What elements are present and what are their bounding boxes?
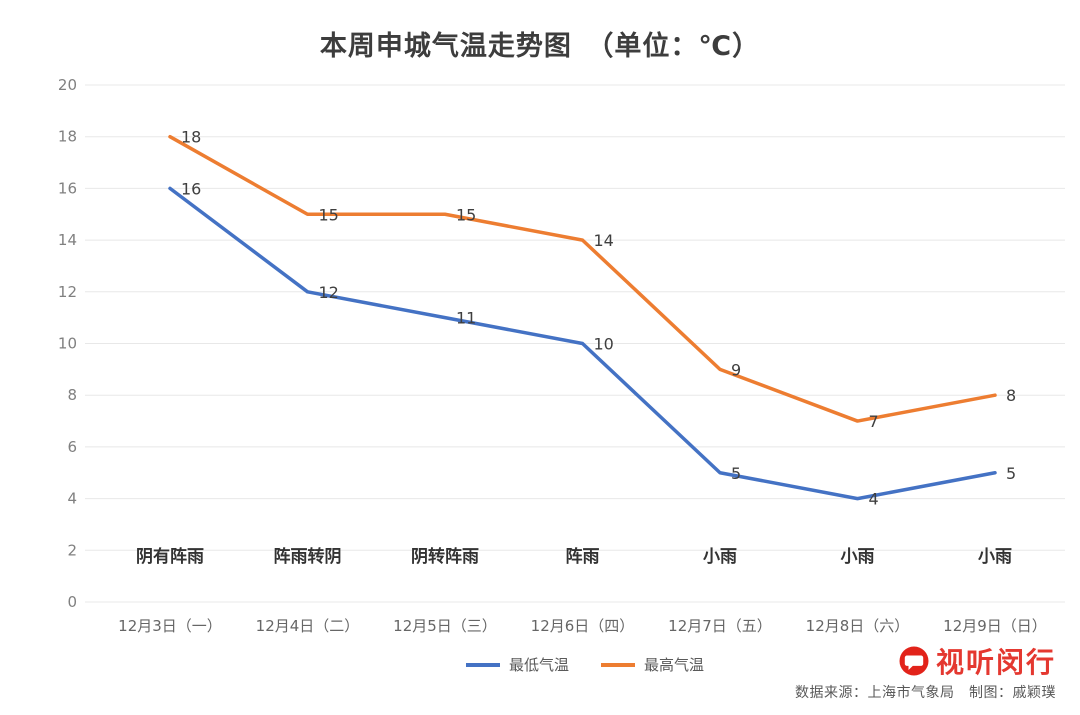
- weather-label: 阵雨转阴: [274, 546, 342, 567]
- legend-item-high-temp: 最高气温: [601, 654, 704, 675]
- data-label: 8: [1006, 386, 1016, 405]
- weather-label: 小雨: [841, 547, 875, 567]
- data-label: 15: [319, 205, 339, 224]
- y-axis-tick-label: 8: [67, 386, 77, 404]
- data-label: 10: [594, 335, 614, 354]
- chart-title: 本周申城气温走势图 （单位：℃）: [319, 31, 761, 62]
- legend-label-low-temp: 最低气温: [508, 656, 569, 674]
- weather-label: 阴转阵雨: [411, 546, 479, 567]
- data-label: 9: [731, 360, 741, 379]
- chart-legend: 最低气温 最高气温: [90, 654, 1080, 675]
- watermark-logo-icon: [899, 646, 929, 676]
- y-axis-tick-label: 18: [58, 128, 77, 146]
- data-label: 18: [181, 128, 201, 147]
- data-label: 7: [869, 412, 879, 431]
- data-label: 15: [456, 205, 476, 224]
- y-axis-tick-label: 4: [67, 490, 77, 508]
- legend-swatch-0: [465, 662, 500, 667]
- series-line-0: [168, 186, 997, 501]
- y-axis-tick-label: 20: [58, 76, 77, 94]
- data-label: 5: [1006, 464, 1016, 483]
- weather-label: 小雨: [978, 547, 1012, 567]
- x-axis-tick-label: 12月4日（二）: [256, 617, 360, 635]
- weather-label: 小雨: [703, 547, 737, 567]
- legend-item-low-temp: 最低气温: [465, 654, 569, 675]
- x-axis-tick-label: 12月6日（四）: [531, 617, 635, 635]
- y-axis-tick-label: 12: [58, 283, 77, 301]
- weather-label: 阴有阵雨: [136, 546, 204, 567]
- y-axis-tick-label: 2: [67, 541, 77, 559]
- x-axis-tick-label: 12月8日（六）: [806, 617, 910, 635]
- data-label: 12: [319, 283, 339, 302]
- data-label: 11: [456, 309, 476, 328]
- x-axis-tick-label: 12月3日（一）: [118, 617, 222, 635]
- credit-text: 数据来源：上海市气象局 制图：戚颖璞: [795, 685, 1056, 701]
- temperature-line-chart: 0 2 4 6 8 10 12 14 16 18 20 16 12 11 10 5 4 5 18 15 15 14 9 7 8 阴…: [58, 76, 1065, 635]
- data-label: 4: [869, 490, 879, 509]
- legend-swatch-1: [601, 662, 635, 667]
- y-axis-tick-label: 6: [67, 438, 77, 456]
- x-axis-tick-label: 12月5日（三）: [393, 617, 497, 635]
- data-label: 14: [594, 231, 614, 250]
- weather-label: 阵雨: [566, 546, 600, 567]
- data-label: 16: [181, 179, 201, 198]
- data-label: 5: [731, 464, 741, 483]
- x-axis-tick-label: 12月7日（五）: [668, 617, 772, 635]
- y-axis-tick-label: 14: [58, 231, 77, 249]
- y-axis-tick-label: 16: [58, 179, 77, 197]
- y-axis-tick-label: 0: [67, 593, 77, 611]
- watermark: 视听闵行: [899, 641, 1056, 681]
- series-line-1: [168, 134, 997, 423]
- legend-label-high-temp: 最高气温: [644, 656, 705, 674]
- watermark-text: 视听闵行: [935, 646, 1056, 679]
- y-axis-tick-label: 10: [58, 335, 77, 353]
- x-axis-tick-label: 12月9日（日）: [943, 617, 1047, 635]
